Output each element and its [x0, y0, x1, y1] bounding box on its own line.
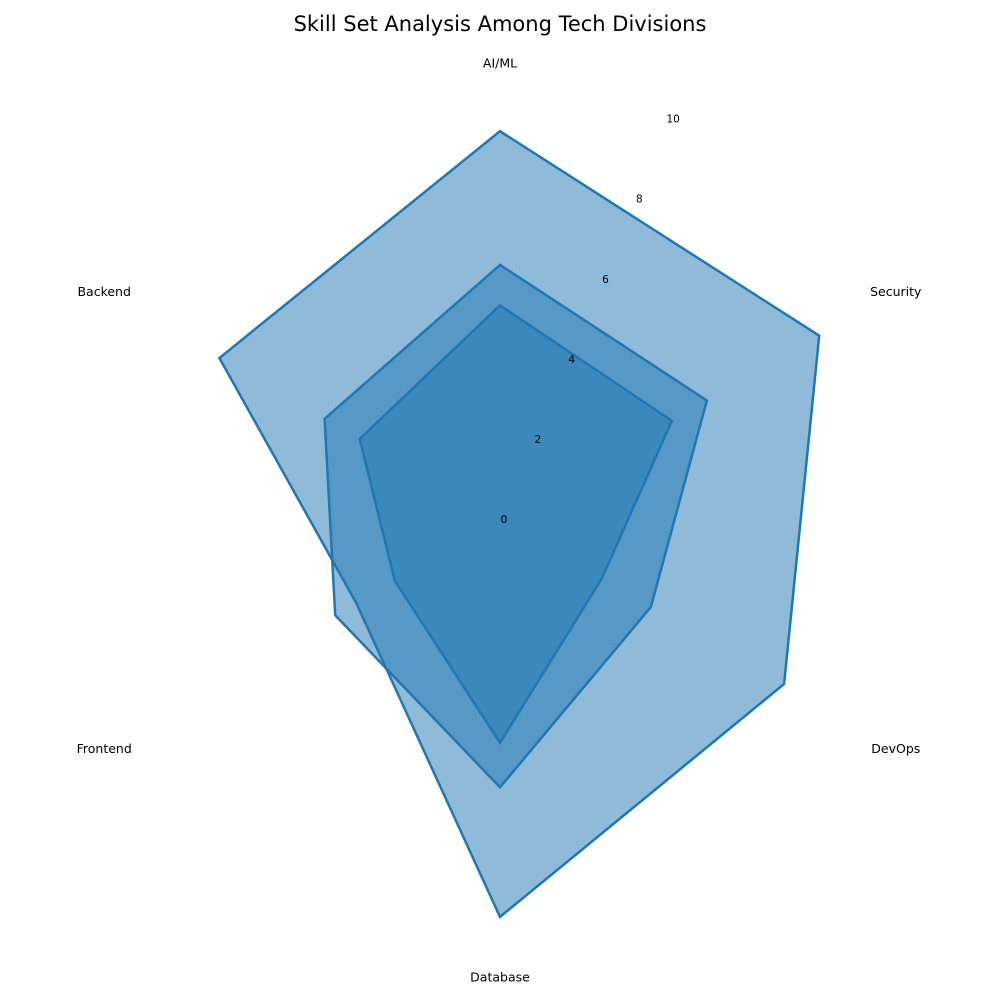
axis-label-security: Security	[870, 284, 922, 299]
tick-label-4: 4	[568, 354, 575, 366]
axis-label-devops: DevOps	[871, 741, 920, 756]
axis-label-frontend: Frontend	[77, 741, 132, 756]
axis-label-ai-ml: AI/ML	[483, 56, 517, 71]
axis-label-database: Database	[470, 970, 530, 985]
tick-label-6: 6	[602, 274, 609, 286]
axis-label-backend: Backend	[77, 284, 130, 299]
chart-title: Skill Set Analysis Among Tech Divisions	[294, 12, 707, 36]
tick-labels: 0 2 4 6 8 10	[501, 114, 680, 526]
tick-label-2: 2	[534, 434, 541, 446]
axis-labels: AI/ML Security DevOps Database Frontend Backe…	[77, 56, 922, 985]
series-layer	[217, 129, 821, 919]
tick-label-0: 0	[501, 514, 508, 526]
tick-label-10: 10	[667, 114, 680, 126]
tick-label-8: 8	[636, 194, 643, 206]
series-polygon-3	[358, 303, 674, 746]
